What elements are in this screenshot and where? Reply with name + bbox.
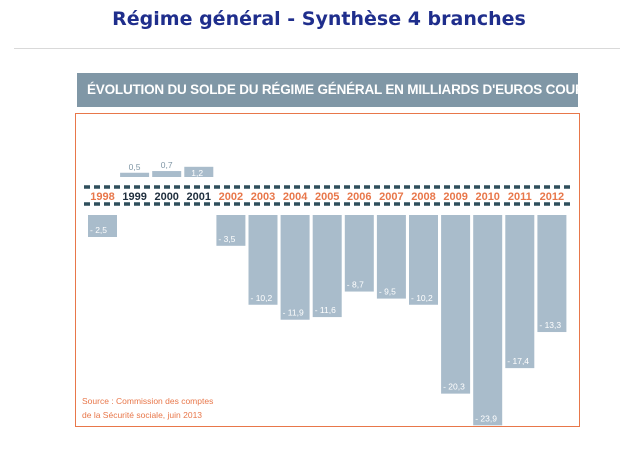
year-label: 2010: [475, 191, 499, 203]
bar: [505, 215, 535, 369]
bar: [537, 215, 567, 333]
value-label: - 20,3: [443, 382, 465, 392]
year-label: 2004: [283, 191, 308, 203]
bar: [216, 215, 246, 246]
chart-source: Source : Commission des comptes de la Sé…: [82, 394, 213, 422]
bar: [184, 166, 214, 177]
value-label: - 13,3: [539, 320, 561, 330]
year-label: 2001: [187, 191, 211, 203]
value-label: 1,2: [191, 168, 203, 178]
year-label: 1999: [122, 191, 146, 203]
source-line-1: Source : Commission des comptes: [82, 396, 214, 406]
value-label: - 2,5: [90, 225, 107, 235]
bar: [344, 215, 374, 292]
year-label: 2000: [154, 191, 178, 203]
year-label: 1998: [90, 191, 114, 203]
year-label: 2007: [379, 191, 403, 203]
bar: [248, 215, 278, 305]
page-title: Régime général - Synthèse 4 branches: [112, 8, 526, 30]
source-line-2: de la Sécurité sociale, juin 2013: [82, 410, 203, 420]
value-label: - 3,5: [218, 234, 235, 244]
value-label: - 11,9: [283, 308, 304, 318]
year-label: 2009: [443, 191, 467, 203]
value-label: - 9,5: [379, 287, 396, 297]
bar: [120, 172, 150, 177]
value-label: - 10,2: [411, 293, 433, 303]
bar: [473, 215, 503, 426]
year-label: 2002: [219, 191, 243, 203]
chart-title: ÉVOLUTION DU SOLDE DU RÉGIME GÉNÉRAL EN …: [77, 73, 578, 107]
bar: [409, 215, 438, 305]
bar: [312, 215, 342, 318]
value-label: 0,7: [161, 160, 173, 170]
value-label: - 10,2: [251, 293, 273, 303]
bar: [441, 215, 471, 394]
bar: [88, 215, 117, 237]
title-divider: [14, 48, 620, 49]
value-label: 0,5: [129, 162, 141, 172]
chart-frame: 1998 - 2,5 1999 0,5 2000 0,7 2001 1,2 2002 - 3,5 2…: [75, 113, 580, 427]
value-label: - 11,6: [315, 305, 336, 315]
bar: [376, 215, 406, 299]
year-label: 2006: [347, 191, 371, 203]
year-label: 2005: [315, 191, 339, 203]
value-label: - 17,4: [507, 356, 529, 366]
year-label: 2012: [540, 191, 564, 203]
value-label: - 8,7: [347, 280, 364, 290]
bar: [152, 171, 182, 177]
bar-chart: 1998 - 2,5 1999 0,5 2000 0,7 2001 1,2 2002 - 3,5 2…: [84, 160, 571, 426]
year-label: 2011: [508, 191, 532, 203]
year-label: 2008: [411, 191, 435, 203]
bar: [280, 215, 310, 320]
value-label: - 23,9: [475, 413, 497, 423]
year-label: 2003: [251, 191, 275, 203]
